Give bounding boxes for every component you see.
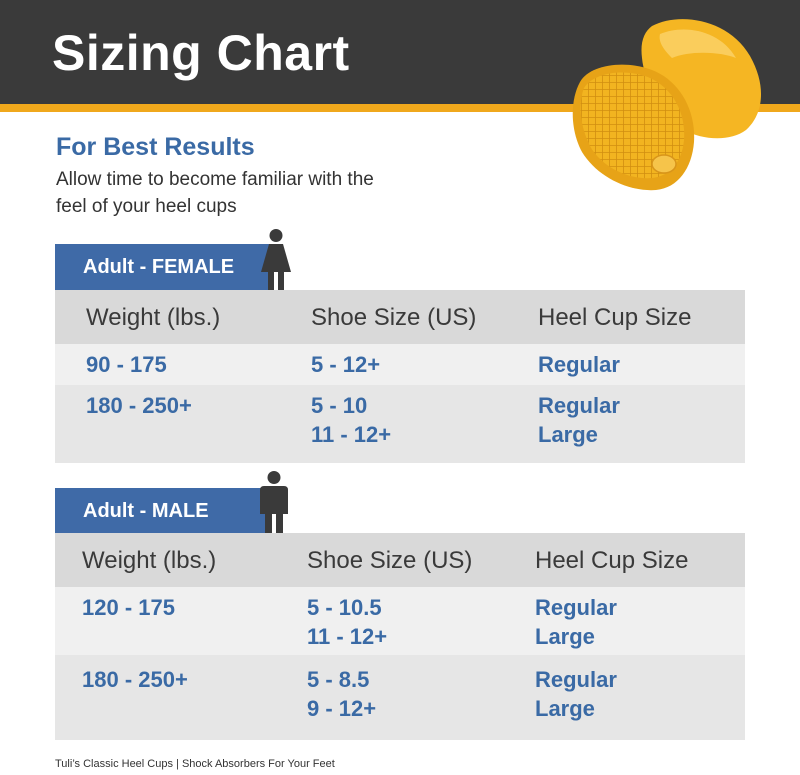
heel-cup-product-image [572,19,762,191]
weight-value: 180 - 250+ [86,393,192,418]
female-header-weight: Weight (lbs.) [86,304,221,331]
female-section-tab: Adult - FEMALE [55,244,270,290]
intro-line-2: feel of your heel cups [56,196,237,217]
weight-value: 120 - 175 [82,595,175,620]
male-table-header-row: Weight (lbs.) Shoe Size (US) Heel Cup Si… [55,533,745,587]
female-header-shoe: Shoe Size (US) [311,304,477,331]
weight-value: 180 - 250+ [82,667,188,692]
page-title: Sizing Chart [52,25,350,81]
shoe-size-value: 5 - 10 11 - 12+ [311,393,392,447]
header-accent-stripe [0,104,800,112]
heel-cup-size-value: Regular [538,352,620,377]
female-table-header-row: Weight (lbs.) Shoe Size (US) Heel Cup Si… [55,290,745,344]
table-row: 180 - 250+ 5 - 8.5 9 - 12+ Regular Large [55,655,745,740]
male-header-cup: Heel Cup Size [535,547,689,574]
weight-value: 90 - 175 [86,352,167,377]
shoe-size-value: 5 - 10.5 11 - 12+ [307,595,388,649]
table-row: 180 - 250+ 5 - 10 11 - 12+ Regular Large [55,385,745,463]
female-person-icon [261,229,291,294]
footer-text: Tuli’s Classic Heel Cups | Shock Absorbe… [55,758,335,770]
male-section-tab: Adult - MALE [55,488,270,534]
female-header-cup: Heel Cup Size [538,304,692,331]
intro-heading: For Best Results [56,133,255,161]
male-person-icon [260,471,288,540]
table-row: 90 - 175 5 - 12+ Regular [55,344,745,385]
heel-cup-size-value: Regular Large [535,595,617,649]
male-header-weight: Weight (lbs.) [82,547,217,574]
shoe-size-value: 5 - 8.5 9 - 12+ [307,667,377,721]
intro-text: Allow time to become familiar with the f… [56,166,476,220]
heel-cup-size-value: Regular Large [535,667,617,721]
table-row: 120 - 175 5 - 10.5 11 - 12+ Regular Large [55,587,745,655]
heel-cup-size-value: Regular Large [538,393,620,447]
intro-line-1: Allow time to become familiar with the [56,169,374,190]
male-header-shoe: Shoe Size (US) [307,547,473,574]
shoe-size-value: 5 - 12+ [311,352,381,377]
